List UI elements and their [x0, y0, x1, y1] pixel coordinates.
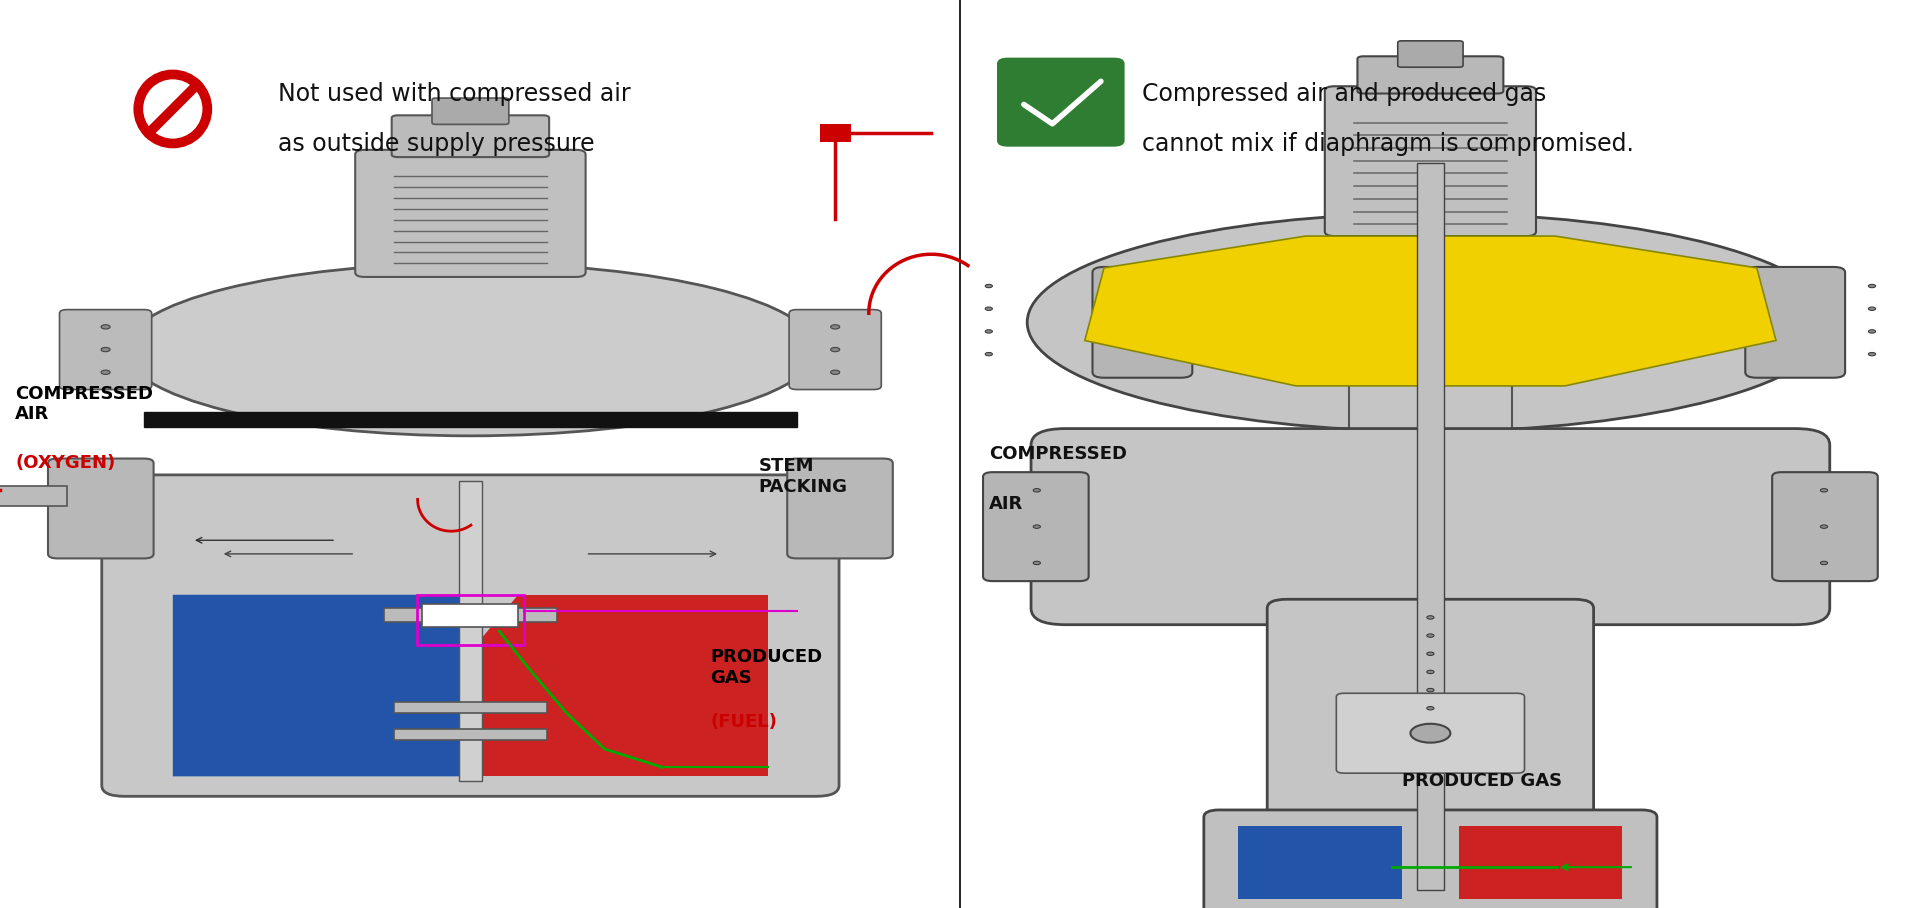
Text: Compressed air and produced gas: Compressed air and produced gas: [1142, 82, 1548, 105]
Text: (FUEL): (FUEL): [710, 713, 778, 731]
Polygon shape: [1085, 236, 1776, 386]
FancyBboxPatch shape: [60, 310, 152, 390]
Circle shape: [1868, 352, 1876, 356]
Circle shape: [985, 330, 993, 333]
FancyBboxPatch shape: [48, 459, 154, 558]
Circle shape: [1427, 688, 1434, 692]
Polygon shape: [173, 595, 480, 776]
Circle shape: [1033, 561, 1041, 565]
Ellipse shape: [125, 263, 816, 436]
Polygon shape: [480, 595, 768, 776]
Bar: [820, 123, 851, 142]
Circle shape: [1868, 307, 1876, 311]
FancyBboxPatch shape: [1267, 599, 1594, 844]
Circle shape: [102, 348, 109, 351]
Polygon shape: [1459, 826, 1622, 899]
Text: (OXYGEN): (OXYGEN): [15, 454, 115, 472]
FancyBboxPatch shape: [1336, 694, 1524, 774]
Circle shape: [831, 370, 839, 374]
Bar: [459, 481, 482, 781]
FancyBboxPatch shape: [1325, 86, 1536, 236]
Circle shape: [831, 325, 839, 329]
Circle shape: [1868, 284, 1876, 288]
Circle shape: [1427, 706, 1434, 710]
FancyBboxPatch shape: [998, 59, 1123, 145]
Polygon shape: [1238, 826, 1402, 899]
Bar: [1348, 322, 1513, 440]
Circle shape: [1820, 525, 1828, 528]
Circle shape: [1427, 634, 1434, 637]
Circle shape: [985, 352, 993, 356]
Text: Not used with compressed air: Not used with compressed air: [278, 82, 632, 105]
FancyBboxPatch shape: [789, 310, 881, 390]
FancyBboxPatch shape: [1204, 810, 1657, 908]
Bar: [384, 608, 557, 622]
FancyBboxPatch shape: [983, 472, 1089, 581]
FancyBboxPatch shape: [102, 475, 839, 796]
Bar: [394, 702, 547, 713]
FancyBboxPatch shape: [1357, 56, 1503, 94]
FancyBboxPatch shape: [355, 150, 586, 277]
Bar: [0, 486, 67, 506]
Bar: [417, 595, 524, 645]
FancyBboxPatch shape: [1745, 267, 1845, 378]
Ellipse shape: [1027, 213, 1834, 431]
FancyBboxPatch shape: [1772, 472, 1878, 581]
Bar: [394, 729, 547, 740]
Circle shape: [102, 370, 109, 374]
Bar: [422, 604, 518, 627]
FancyBboxPatch shape: [1031, 429, 1830, 625]
Circle shape: [1411, 724, 1450, 743]
Text: COMPRESSED
AIR: COMPRESSED AIR: [15, 385, 154, 423]
Circle shape: [985, 307, 993, 311]
Circle shape: [1033, 525, 1041, 528]
Circle shape: [985, 284, 993, 288]
Text: PRODUCED
GAS: PRODUCED GAS: [710, 648, 822, 686]
Circle shape: [1868, 330, 1876, 333]
Circle shape: [102, 325, 109, 329]
FancyBboxPatch shape: [392, 115, 549, 157]
Circle shape: [1820, 561, 1828, 565]
Circle shape: [1033, 489, 1041, 492]
Circle shape: [831, 348, 839, 351]
Bar: [1417, 163, 1444, 890]
FancyBboxPatch shape: [1092, 267, 1192, 378]
Text: as outside supply pressure: as outside supply pressure: [278, 132, 595, 155]
Text: PRODUCED GAS: PRODUCED GAS: [1402, 772, 1561, 790]
Text: COMPRESSED: COMPRESSED: [989, 445, 1127, 463]
FancyBboxPatch shape: [787, 459, 893, 558]
Bar: [144, 412, 797, 427]
Circle shape: [1427, 670, 1434, 674]
Circle shape: [1427, 616, 1434, 619]
Circle shape: [1820, 489, 1828, 492]
Text: cannot mix if diaphragm is compromised.: cannot mix if diaphragm is compromised.: [1142, 132, 1634, 155]
FancyBboxPatch shape: [1398, 41, 1463, 67]
Circle shape: [1427, 652, 1434, 656]
Text: STEM
PACKING: STEM PACKING: [758, 458, 847, 496]
FancyBboxPatch shape: [432, 98, 509, 124]
Text: AIR: AIR: [989, 495, 1023, 513]
